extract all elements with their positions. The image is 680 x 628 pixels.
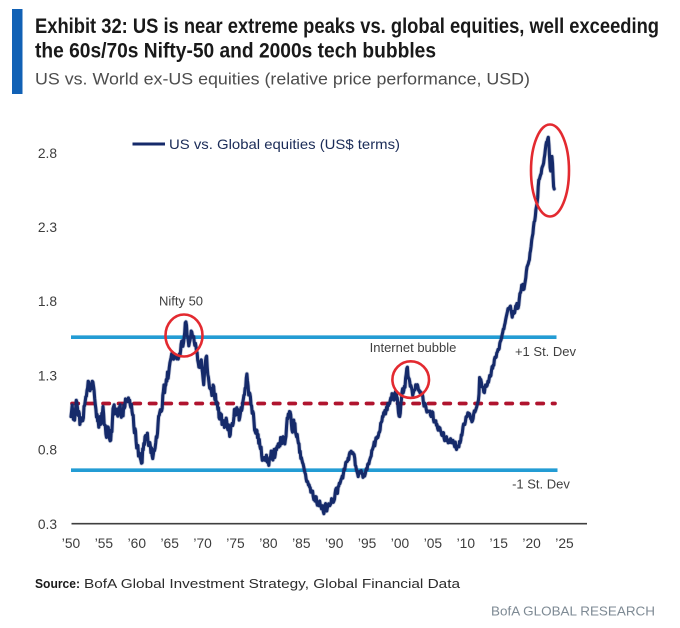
- svg-text:2.8: 2.8: [38, 146, 58, 161]
- svg-text:0.3: 0.3: [38, 517, 58, 532]
- svg-text:’15: ’15: [489, 536, 508, 551]
- svg-text:’00: ’00: [391, 536, 410, 551]
- svg-text:’55: ’55: [95, 536, 114, 551]
- svg-text:US vs. Global equities (US$ te: US vs. Global equities (US$ terms): [169, 137, 400, 152]
- svg-text:’50: ’50: [62, 536, 81, 551]
- svg-text:’90: ’90: [325, 536, 344, 551]
- svg-text:’80: ’80: [259, 536, 278, 551]
- svg-text:+1 St. Dev: +1 St. Dev: [515, 344, 577, 359]
- svg-text:’70: ’70: [193, 536, 212, 551]
- svg-text:1.3: 1.3: [38, 368, 58, 383]
- svg-text:’65: ’65: [160, 536, 179, 551]
- svg-text:’05: ’05: [424, 536, 443, 551]
- svg-text:the 60s/70s Nifty-50 and 2000s: the 60s/70s Nifty-50 and 2000s tech bubb…: [35, 40, 436, 63]
- svg-text:-1 St. Dev: -1 St. Dev: [512, 477, 570, 492]
- svg-text:’60: ’60: [128, 536, 147, 551]
- svg-text:’85: ’85: [292, 536, 311, 551]
- svg-text:0.8: 0.8: [38, 443, 58, 458]
- svg-text:’20: ’20: [522, 536, 541, 551]
- svg-text:’10: ’10: [457, 536, 476, 551]
- svg-text:’75: ’75: [226, 536, 245, 551]
- svg-text:’25: ’25: [555, 536, 574, 551]
- svg-text:BofA GLOBAL RESEARCH: BofA GLOBAL RESEARCH: [491, 604, 655, 619]
- svg-text:2.3: 2.3: [38, 220, 58, 235]
- svg-text:Nifty 50: Nifty 50: [159, 294, 203, 309]
- svg-text:BofA Global Investment Strateg: BofA Global Investment Strategy, Global …: [84, 576, 461, 591]
- svg-text:’95: ’95: [358, 536, 377, 551]
- svg-text:1.8: 1.8: [38, 294, 58, 309]
- svg-text:US vs. World ex-US equities (r: US vs. World ex-US equities (relative pr…: [35, 71, 530, 89]
- svg-text:Source:: Source:: [35, 576, 80, 591]
- svg-text:Exhibit 32: US is near extreme: Exhibit 32: US is near extreme peaks vs.…: [35, 15, 659, 38]
- svg-text:Internet bubble: Internet bubble: [370, 340, 457, 355]
